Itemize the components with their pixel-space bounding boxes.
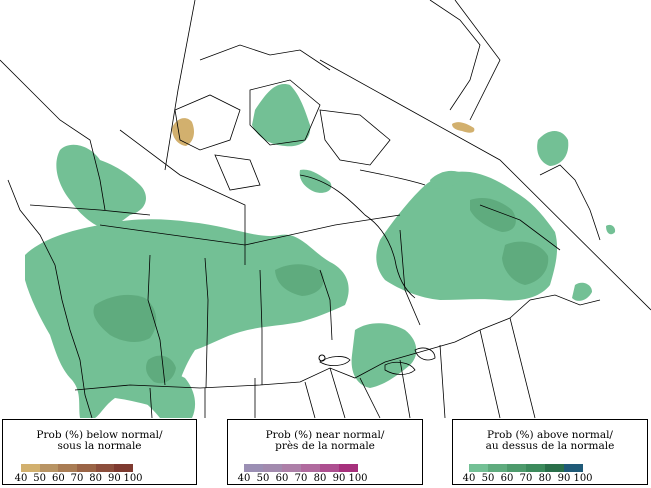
yukon-bc-border — [29, 204, 151, 216]
legend-tick-label: 80 — [313, 473, 327, 484]
legend-swatch — [545, 464, 564, 472]
city-marker — [318, 354, 326, 362]
legend-tick-label: 50 — [33, 473, 47, 484]
legend-tick-label: 90 — [332, 473, 346, 484]
legend-ticks: 40 50 60 70 80 90 100 — [15, 473, 143, 485]
legend-above-normal: Prob (%) above normal/ au dessus de la n… — [452, 419, 648, 485]
shade-east-dot — [606, 224, 616, 235]
legend-ticks: 40 50 60 70 80 90 100 — [238, 473, 368, 485]
legend-swatch — [339, 464, 358, 472]
legend-tick-label: 60 — [275, 473, 289, 484]
core-quebec-south — [502, 241, 549, 285]
legend-swatches — [244, 464, 358, 472]
manitoba-ontario-border — [319, 269, 333, 341]
shade-labrador — [537, 131, 569, 166]
sask-manitoba-border — [259, 269, 263, 385]
legend-swatch — [320, 464, 339, 472]
legend-title: Prob (%) below normal/ sous la normale — [3, 430, 196, 452]
legend-below-normal: Prob (%) below normal/ sous la normale 4… — [2, 419, 197, 485]
core-rockies — [146, 355, 176, 384]
quebec-labrador-border — [479, 204, 561, 251]
legend-tick-label: 60 — [51, 473, 65, 484]
shade-hudson-west — [299, 169, 332, 193]
legend-swatch — [21, 464, 40, 472]
legend-swatch — [39, 464, 59, 472]
hudson-bay-coast — [299, 169, 426, 299]
legend-tick-label: 70 — [294, 473, 308, 484]
legend-swatch — [114, 464, 133, 472]
legend-swatch — [301, 464, 320, 472]
legend-tick-label: 90 — [557, 473, 571, 484]
alberta-sask-border — [204, 257, 209, 389]
alaska-outline — [0, 59, 106, 211]
legend-title-line2: près de la normale — [275, 440, 375, 452]
legend-swatch — [469, 464, 488, 472]
legend-tick-label: 100 — [573, 473, 593, 484]
core-prairies — [275, 264, 324, 296]
legend-title-line2: au dessus de la normale — [485, 440, 615, 452]
arctic-islands — [174, 44, 391, 191]
core-quebec — [470, 198, 516, 232]
great-lakes — [319, 347, 436, 375]
above-normal-core — [93, 198, 549, 384]
atlantic-coast — [509, 164, 601, 319]
legend-swatch — [526, 464, 545, 472]
territories-south-border — [99, 214, 401, 246]
legend-title: Prob (%) near normal/ près de la normale — [228, 430, 422, 452]
projection-edge-right — [319, 59, 651, 311]
core-bc — [93, 294, 157, 342]
legend-tick-label: 90 — [107, 473, 121, 484]
legend-swatch — [76, 464, 96, 472]
shade-north-quebec — [430, 170, 465, 189]
legend-tick-label: 50 — [481, 473, 495, 484]
projection-edge-left — [164, 0, 196, 171]
legend-swatches — [21, 464, 133, 472]
legend-near-normal: Prob (%) near normal/ près de la normale… — [227, 419, 423, 485]
bc-alberta-border — [147, 254, 166, 386]
legend-tick-label: 40 — [462, 473, 476, 484]
legend-tick-label: 40 — [237, 473, 251, 484]
nwt-nunavut-border — [119, 129, 246, 265]
legend-title-line1: Prob (%) near normal/ — [265, 429, 385, 441]
legend-swatch — [507, 464, 526, 472]
ontario-quebec-border — [399, 229, 421, 326]
legend-swatch — [95, 464, 115, 472]
legend-title-line2: sous la normale — [57, 440, 142, 452]
legend-tick-label: 60 — [500, 473, 514, 484]
legend-title-line1: Prob (%) above normal/ — [487, 429, 613, 441]
shade-west — [25, 219, 349, 418]
shade-ontario — [351, 323, 417, 388]
legend-swatch — [564, 464, 583, 472]
legend-tick-label: 80 — [89, 473, 103, 484]
greenland-coast — [429, 0, 481, 111]
below-normal-shading — [172, 118, 475, 146]
legend-swatch — [282, 464, 301, 472]
boundary-lines — [0, 0, 651, 419]
legend-tick-label: 80 — [538, 473, 552, 484]
us-state-lines — [149, 317, 536, 419]
legend-swatch — [263, 464, 282, 472]
legend-swatches — [469, 464, 583, 472]
projection-edge-top — [454, 0, 501, 121]
legend-title-line1: Prob (%) below normal/ — [36, 429, 163, 441]
pacific-coast — [7, 179, 93, 419]
legend-tick-label: 70 — [519, 473, 533, 484]
shade-nfld — [572, 282, 592, 301]
legend-tick-label: 100 — [123, 473, 143, 484]
legend-swatch — [58, 464, 77, 472]
legend-tick-label: 40 — [14, 473, 28, 484]
shade-arctic-island — [252, 84, 311, 147]
legend-tick-label: 70 — [70, 473, 84, 484]
legend-tick-label: 50 — [256, 473, 270, 484]
canada-us-border — [74, 317, 511, 391]
legend-ticks: 40 50 60 70 80 90 100 — [463, 473, 593, 485]
legend-swatch — [244, 464, 263, 472]
legend-title: Prob (%) above normal/ au dessus de la n… — [453, 430, 647, 452]
shade-greenland-strip — [452, 122, 475, 133]
legend-swatch — [488, 464, 507, 472]
legend-tick-label: 100 — [348, 473, 368, 484]
shade-mexico-border — [128, 367, 196, 418]
